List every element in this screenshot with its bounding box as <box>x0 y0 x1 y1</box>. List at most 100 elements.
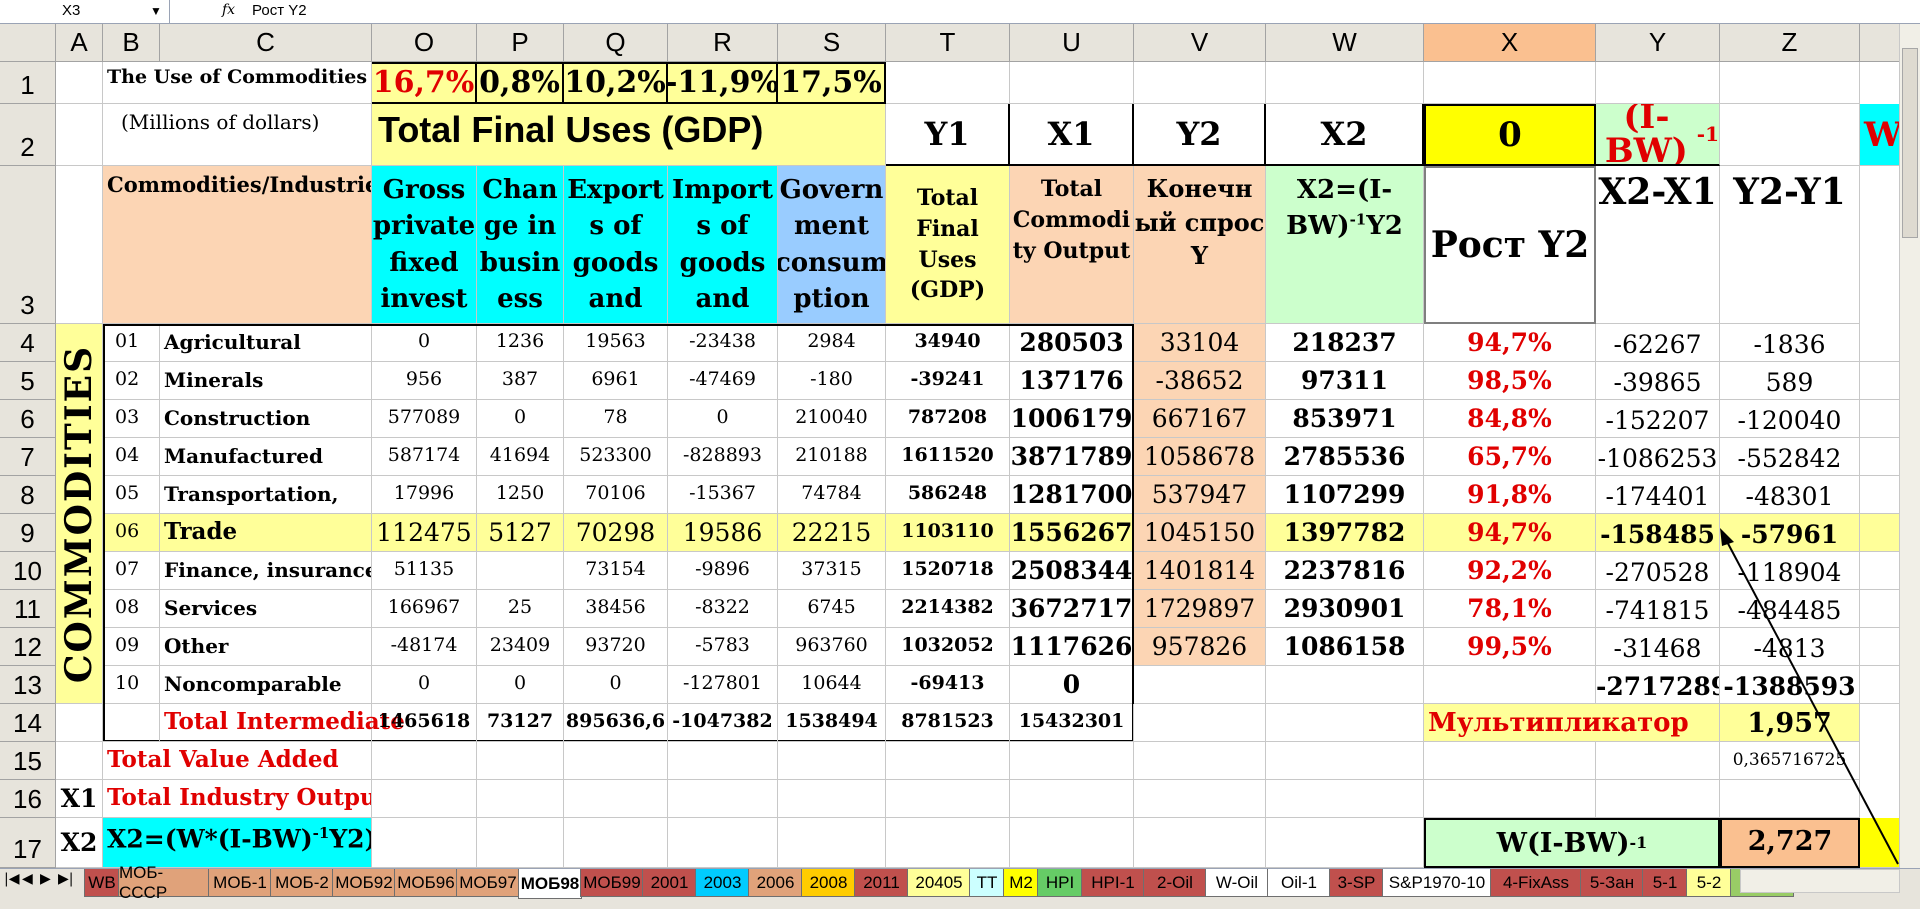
value-cell[interactable]: -23438 <box>668 324 778 362</box>
cell[interactable] <box>1720 62 1860 104</box>
total-intermediate-value[interactable]: 1465618 <box>372 704 477 742</box>
y2-minus-y1-value[interactable]: -484485 <box>1720 590 1860 628</box>
value-cell[interactable]: -127801 <box>668 666 778 704</box>
tab-nav-icon[interactable]: ◀ <box>22 871 33 887</box>
row-header[interactable]: 2 <box>0 104 56 166</box>
column-heading-q[interactable]: Export s of goods and <box>564 166 668 324</box>
cell[interactable] <box>103 704 160 742</box>
value-cell[interactable]: 210040 <box>778 400 886 438</box>
column-heading-t[interactable]: Total Final Uses (GDP) <box>886 166 1010 324</box>
row-header[interactable]: 3 <box>0 166 56 324</box>
row-code[interactable]: 01 <box>103 324 160 362</box>
value-cell[interactable]: 587174 <box>372 438 477 476</box>
value-cell[interactable] <box>477 552 564 590</box>
cell[interactable] <box>778 818 886 868</box>
final-demand-value[interactable]: 537947 <box>1134 476 1266 514</box>
value-cell[interactable]: 0 <box>477 666 564 704</box>
value-cell[interactable]: -9896 <box>668 552 778 590</box>
value-cell[interactable]: -5783 <box>668 628 778 666</box>
growth-value[interactable]: 94,7% <box>1424 514 1596 552</box>
commodity-output-value[interactable]: 1117626 <box>1010 628 1134 666</box>
cell[interactable] <box>56 104 103 166</box>
cell[interactable] <box>778 780 886 818</box>
sheet-tab[interactable]: 2011 <box>854 869 909 897</box>
value-cell[interactable]: -48174 <box>372 628 477 666</box>
cell[interactable] <box>1010 780 1134 818</box>
value-cell[interactable]: 19586 <box>668 514 778 552</box>
cell[interactable] <box>668 742 778 780</box>
growth-value[interactable]: 84,8% <box>1424 400 1596 438</box>
cell[interactable] <box>886 742 1010 780</box>
cell[interactable] <box>1266 742 1424 780</box>
value-cell[interactable]: 17996 <box>372 476 477 514</box>
cell[interactable] <box>1134 742 1266 780</box>
row-header[interactable]: 13 <box>0 666 56 704</box>
final-demand-value[interactable]: 1058678 <box>1134 438 1266 476</box>
value-cell[interactable]: 523300 <box>564 438 668 476</box>
value-cell[interactable]: 6961 <box>564 362 668 400</box>
function-icon[interactable]: fx <box>222 2 236 18</box>
row-name[interactable]: Finance, insurance <box>160 552 372 590</box>
final-demand-value[interactable]: 1045150 <box>1134 514 1266 552</box>
final-demand-value[interactable]: 1729897 <box>1134 590 1266 628</box>
total-final-uses-value[interactable]: 1103110 <box>886 514 1010 552</box>
x2-minus-x1-value[interactable]: -62267 <box>1596 324 1720 362</box>
value-cell[interactable]: 5127 <box>477 514 564 552</box>
total-final-uses-value[interactable]: 787208 <box>886 400 1010 438</box>
growth-y2-heading[interactable]: Рост Y2 <box>1424 166 1596 324</box>
cell[interactable] <box>1266 818 1424 868</box>
value-cell[interactable]: 0 <box>372 324 477 362</box>
cell[interactable] <box>886 818 1010 868</box>
cell[interactable] <box>1266 704 1424 742</box>
sheet-tab[interactable]: S&P1970-10 <box>1382 869 1492 897</box>
sheet-tab[interactable]: МОБ92 <box>332 869 396 897</box>
value-cell[interactable]: 10644 <box>778 666 886 704</box>
cell[interactable] <box>372 742 477 780</box>
row-header[interactable]: 16 <box>0 780 56 818</box>
x2-value[interactable]: 1107299 <box>1266 476 1424 514</box>
commodity-output-value[interactable]: 3672717 <box>1010 590 1134 628</box>
total-final-uses-value[interactable]: 1520718 <box>886 552 1010 590</box>
row-name[interactable]: Trade <box>160 514 372 552</box>
cell[interactable] <box>1134 62 1266 104</box>
w-inverse-label[interactable]: W(I-BW) -1 <box>1424 818 1720 868</box>
x2-value[interactable]: 853971 <box>1266 400 1424 438</box>
value-cell[interactable]: 0 <box>668 400 778 438</box>
total-intermediate-value[interactable]: -1047382 <box>668 704 778 742</box>
x2-value[interactable]: 2237816 <box>1266 552 1424 590</box>
value-cell[interactable]: 956 <box>372 362 477 400</box>
y2-minus-y1-value[interactable]: -1388593 <box>1720 666 1860 704</box>
value-cell[interactable]: 0 <box>372 666 477 704</box>
growth-value[interactable]: 91,8% <box>1424 476 1596 514</box>
row-code[interactable]: 02 <box>103 362 160 400</box>
w-heading[interactable]: W <box>1860 104 1899 166</box>
x2-heading[interactable]: X2 <box>1266 104 1424 166</box>
column-heading-r[interactable]: Import s of goods and <box>668 166 778 324</box>
sheet-tab[interactable]: МОБ-1 <box>208 869 272 897</box>
column-header[interactable]: X <box>1424 24 1596 62</box>
total-industry-output-label[interactable]: Total Industry Output <box>103 780 372 818</box>
column-header[interactable]: T <box>886 24 1010 62</box>
sheet-tab[interactable]: 20405 <box>907 869 971 897</box>
value-cell[interactable]: 41694 <box>477 438 564 476</box>
cell[interactable] <box>1860 818 1899 868</box>
commodity-output-value[interactable]: 1556267 <box>1010 514 1134 552</box>
total-final-uses-heading[interactable]: Total Final Uses (GDP) <box>372 104 886 166</box>
row-name[interactable]: Noncomparable <box>160 666 372 704</box>
value-cell[interactable]: 25 <box>477 590 564 628</box>
x2-value[interactable]: 2930901 <box>1266 590 1424 628</box>
column-heading-o[interactable]: Gross private fixed invest <box>372 166 477 324</box>
sheet-tab[interactable]: 3-SP <box>1329 869 1384 897</box>
row-header[interactable]: 10 <box>0 552 56 590</box>
x2-minus-x1-value[interactable]: -31468 <box>1596 628 1720 666</box>
growth-value[interactable]: 94,7% <box>1424 324 1596 362</box>
total-final-uses-value[interactable]: 586248 <box>886 476 1010 514</box>
value-cell[interactable]: 93720 <box>564 628 668 666</box>
cell[interactable] <box>1424 780 1596 818</box>
column-header[interactable]: Z <box>1720 24 1860 62</box>
cell[interactable] <box>1860 552 1899 590</box>
column-header[interactable]: U <box>1010 24 1134 62</box>
cell[interactable] <box>1860 666 1899 704</box>
cell[interactable] <box>886 780 1010 818</box>
value-cell[interactable]: 963760 <box>778 628 886 666</box>
